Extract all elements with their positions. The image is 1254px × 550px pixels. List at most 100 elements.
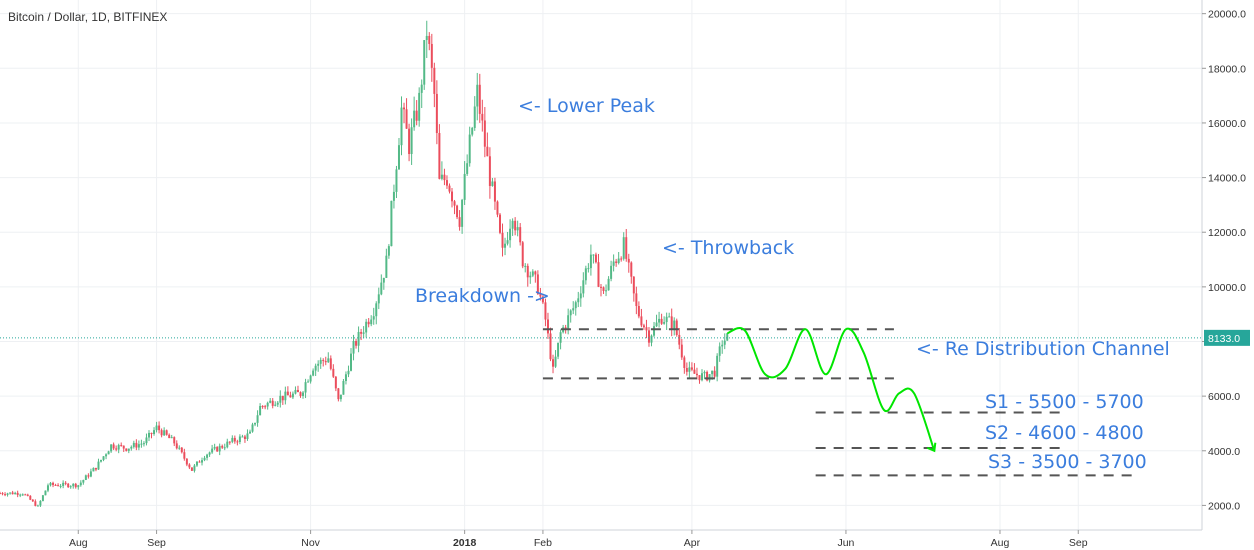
candle-body <box>382 277 385 283</box>
time-axis[interactable]: Aug Sep Nov 2018 Feb Apr Jun Aug Sep <box>69 530 1088 549</box>
x-tick-label: 2018 <box>453 537 477 549</box>
x-tick-label: Sep <box>1069 537 1088 549</box>
candle-body <box>385 255 388 278</box>
candle-body <box>541 296 544 303</box>
candle-body <box>397 145 400 170</box>
candle-body <box>536 274 539 294</box>
annotation-redistribution-channel: <- Re Distribution Channel <box>916 338 1170 360</box>
candle-body <box>620 258 623 260</box>
x-tick-label: Feb <box>534 537 552 549</box>
candle-body <box>236 441 239 443</box>
candle-body <box>180 447 183 453</box>
candle-body <box>334 376 337 389</box>
candle-body <box>433 67 436 94</box>
candle-body <box>132 442 135 447</box>
candle-body <box>89 471 92 477</box>
candle-body <box>112 444 115 449</box>
candle-body <box>488 156 491 186</box>
candle-body <box>627 258 630 263</box>
candle-body <box>362 332 365 334</box>
candle-body <box>640 316 643 326</box>
candle-body <box>291 393 294 398</box>
candle-body <box>498 214 501 233</box>
candle-body <box>26 494 29 496</box>
candle-body <box>716 355 719 377</box>
candle-body <box>183 452 186 459</box>
candle-body <box>243 436 246 439</box>
candle-body <box>314 365 317 371</box>
candle-body <box>678 334 681 345</box>
candle-body <box>413 110 416 128</box>
candle-body <box>170 437 173 439</box>
candle-body <box>188 464 191 468</box>
candle-body <box>52 482 55 485</box>
candle-body <box>685 367 688 372</box>
candle-body <box>521 242 524 267</box>
candle-body <box>97 461 100 470</box>
candle-body <box>195 461 198 466</box>
y-tick-label: 6000.0 <box>1208 391 1240 403</box>
candle-body <box>110 444 113 452</box>
candle-body <box>87 475 90 477</box>
candle-body <box>443 174 446 181</box>
candle-body <box>653 326 656 336</box>
x-tick-label: Sep <box>147 537 166 549</box>
y-tick-label: 16000.0 <box>1208 118 1246 130</box>
candle-body <box>77 485 80 488</box>
candle-body <box>453 201 456 206</box>
candle-body <box>82 479 85 483</box>
candle-body <box>173 437 176 444</box>
candle-body <box>216 446 219 452</box>
candle-body <box>4 494 7 496</box>
candles[interactable] <box>0 20 729 507</box>
candle-body <box>120 445 123 447</box>
candle-body <box>526 265 529 278</box>
candle-body <box>579 293 582 299</box>
candle-body <box>127 448 130 451</box>
candle-body <box>597 262 600 287</box>
candle-body <box>11 492 14 495</box>
candle-body <box>701 373 704 381</box>
candle-body <box>59 485 62 487</box>
candle-body <box>307 381 310 383</box>
price-tag-background <box>1204 329 1250 346</box>
candle-body <box>587 268 590 270</box>
candle-body <box>259 406 262 416</box>
price-axis[interactable]: 2000.04000.06000.08000.010000.012000.014… <box>1202 9 1246 513</box>
candle-body <box>46 485 49 491</box>
candle-body <box>1 493 4 495</box>
y-tick-label: 14000.0 <box>1208 173 1246 185</box>
candle-body <box>54 484 57 486</box>
x-tick-label: Aug <box>69 537 88 549</box>
candle-body <box>6 493 9 495</box>
candle-body <box>400 107 403 146</box>
candle-body <box>9 492 12 494</box>
candle-body <box>438 133 441 179</box>
candle-body <box>367 321 370 325</box>
candle-body <box>564 327 567 329</box>
candle-body <box>67 483 70 488</box>
candle-body <box>100 459 103 462</box>
candle-body <box>690 367 693 370</box>
candle-body <box>332 368 335 377</box>
annotation-s1: S1 - 5500 - 5700 <box>985 391 1144 413</box>
candle-body <box>317 363 320 366</box>
candle-body <box>246 433 249 439</box>
candle-body <box>380 282 383 295</box>
candle-body <box>415 110 418 121</box>
candle-body <box>165 430 168 435</box>
candle-body <box>635 293 638 307</box>
candle-body <box>158 425 161 431</box>
candle-body <box>155 425 158 431</box>
candle-body <box>428 35 431 44</box>
candle-body <box>350 353 353 371</box>
candle-body <box>160 430 163 436</box>
candle-body <box>339 394 342 400</box>
candle-body <box>102 456 105 460</box>
candle-body <box>312 370 315 376</box>
candle-body <box>375 303 378 317</box>
candle-body <box>251 424 254 432</box>
candle-body <box>135 442 138 448</box>
candle-body <box>688 367 691 372</box>
